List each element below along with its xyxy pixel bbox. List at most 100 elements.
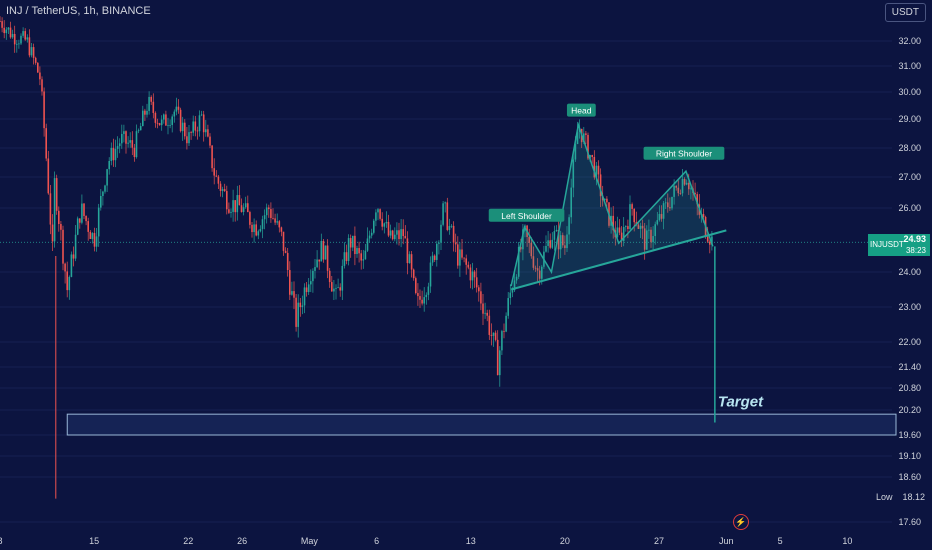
- candle: [305, 281, 308, 297]
- candle: [667, 193, 669, 213]
- x-tick-label: 10: [842, 536, 852, 546]
- candle: [127, 136, 129, 148]
- candle: [247, 195, 249, 213]
- candle: [459, 242, 461, 277]
- candle: [331, 275, 333, 292]
- candle: [427, 282, 430, 301]
- candle: [139, 122, 142, 131]
- candle: [452, 221, 455, 252]
- candle: [312, 268, 314, 293]
- candle: [433, 254, 436, 262]
- candle: [13, 25, 16, 53]
- candle: [253, 218, 255, 243]
- candle: [60, 221, 62, 241]
- candle: [251, 221, 253, 238]
- candle: [215, 170, 218, 178]
- candle: [47, 150, 50, 195]
- candle: [188, 125, 190, 147]
- candle: [446, 197, 449, 232]
- candle: [286, 247, 289, 277]
- candle: [551, 232, 554, 250]
- candle: [314, 258, 316, 279]
- candle: [599, 168, 602, 207]
- candle: [522, 223, 524, 261]
- candle: [207, 124, 209, 138]
- candle: [545, 235, 547, 253]
- candle: [383, 222, 386, 234]
- candle: [341, 259, 344, 301]
- candle: [547, 230, 549, 253]
- y-tick-label: 29.00: [898, 114, 921, 124]
- neckline: [510, 229, 727, 291]
- candle: [400, 218, 402, 248]
- candle: [484, 302, 486, 319]
- candle: [480, 282, 482, 311]
- candle: [549, 233, 551, 250]
- candle: [438, 240, 440, 255]
- candle: [496, 330, 499, 376]
- candle: [276, 213, 278, 225]
- candle: [318, 259, 320, 270]
- candle: [387, 214, 390, 238]
- candle: [169, 119, 171, 129]
- candle: [685, 179, 688, 186]
- target-label: Target: [718, 393, 764, 410]
- low-price-tag: Low 18.12: [876, 492, 925, 502]
- candle: [463, 257, 465, 263]
- candle: [295, 294, 297, 332]
- lightning-icon[interactable]: ⚡: [733, 514, 749, 530]
- candle: [289, 261, 291, 300]
- candle: [114, 139, 117, 168]
- x-tick-label: 27: [654, 536, 664, 546]
- currency-button[interactable]: USDT: [884, 3, 926, 22]
- candle: [118, 138, 121, 154]
- candle: [108, 157, 110, 175]
- candle: [457, 236, 459, 269]
- candle: [238, 185, 241, 206]
- candle: [534, 265, 537, 272]
- candle: [593, 150, 596, 180]
- candle: [167, 117, 169, 135]
- candle: [528, 228, 530, 254]
- candle: [152, 93, 155, 119]
- price-axis[interactable]: 32.00 31.00 30.00 29.00 28.00 27.00 26.00 24.00…: [898, 36, 921, 527]
- candle: [562, 232, 564, 248]
- candle: [192, 115, 194, 137]
- candle: [297, 294, 299, 338]
- candle: [429, 256, 432, 293]
- candle: [517, 241, 520, 279]
- y-tick-label: 24.00: [898, 267, 921, 277]
- candle: [417, 283, 419, 306]
- candle: [18, 39, 20, 49]
- candle: [627, 219, 629, 239]
- candle: [293, 281, 295, 310]
- candle: [347, 234, 350, 266]
- candle: [263, 209, 266, 230]
- candle: [186, 126, 188, 150]
- candle: [26, 34, 29, 43]
- candle: [690, 186, 692, 200]
- candle: [234, 200, 236, 222]
- candle: [299, 297, 302, 317]
- x-tick-label: Jun: [719, 536, 734, 546]
- time-axis[interactable]: 8 15 22 26 May 6 13 20 27 Jun 5 10: [0, 536, 852, 546]
- candle: [625, 225, 627, 232]
- y-tick-label: 31.00: [898, 61, 921, 71]
- candle: [148, 91, 150, 115]
- candle: [68, 275, 71, 300]
- y-tick-label: 19.60: [898, 430, 921, 440]
- candle: [328, 267, 331, 288]
- candle: [232, 189, 234, 222]
- candle: [431, 251, 434, 266]
- candle: [364, 244, 367, 260]
- y-tick-label: 27.00: [898, 172, 921, 182]
- candle: [646, 225, 648, 250]
- candle: [335, 284, 337, 300]
- candle: [467, 261, 470, 270]
- y-tick-label: 18.60: [898, 472, 921, 482]
- candle: [165, 110, 167, 126]
- candle: [421, 290, 423, 306]
- candle: [499, 346, 501, 387]
- candle: [190, 130, 192, 140]
